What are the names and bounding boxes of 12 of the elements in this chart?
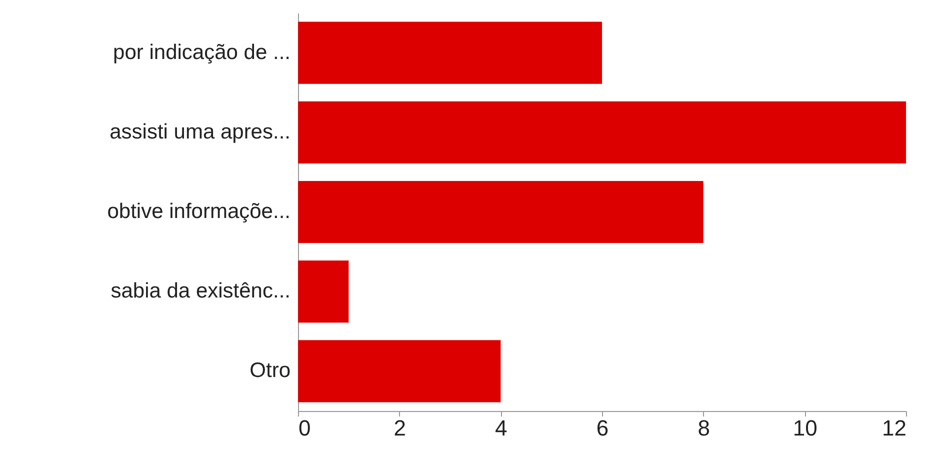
y-tick-label: sabia da existênc... <box>110 280 290 303</box>
y-tick-label: obtive informaçõe... <box>107 200 290 223</box>
y-tick-label: Otro <box>250 359 290 382</box>
x-tick-label: 10 <box>792 416 818 440</box>
x-tick-label: 8 <box>698 416 710 440</box>
x-tick-label: 0 <box>298 416 311 440</box>
x-tick-label: 2 <box>394 416 406 440</box>
x-tick-label: 12 <box>882 416 906 440</box>
x-tick-label: 6 <box>596 416 609 440</box>
y-tick-label: assisti uma apres... <box>110 120 290 144</box>
y-tick-label: por indicação de ... <box>113 40 290 64</box>
x-tick-label: 4 <box>495 416 508 440</box>
